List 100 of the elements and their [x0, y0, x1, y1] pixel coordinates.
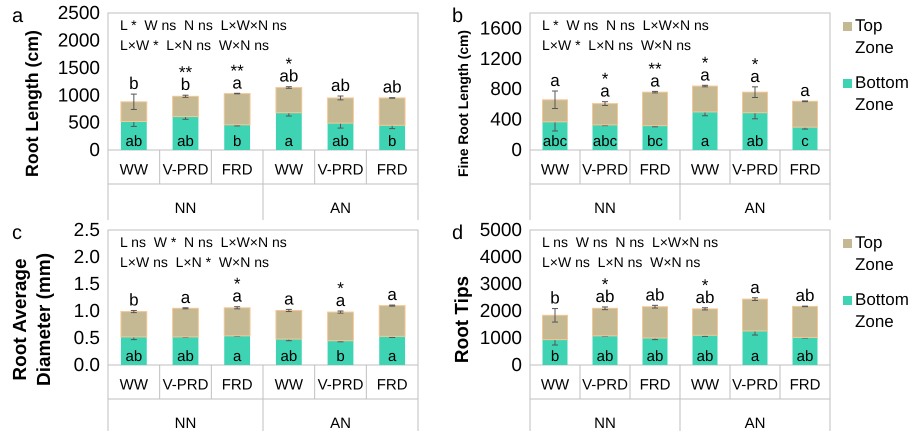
data-label: abc [592, 133, 618, 150]
data-label: a [232, 348, 242, 365]
x-tick-label: V-PRD [318, 162, 364, 179]
bar [327, 97, 354, 124]
bar [172, 116, 198, 150]
bar [592, 103, 618, 126]
x-tick-label: FRD [222, 376, 253, 394]
bar [792, 306, 818, 338]
bar [275, 310, 302, 340]
x-tick-label: V-PRD [318, 376, 364, 394]
legend-label: Bottom Zone [855, 290, 909, 331]
y-tick-label: 0.5 [74, 328, 100, 350]
bar [542, 99, 568, 122]
y-tick-label: 1200 [480, 48, 522, 70]
data-label: b [129, 74, 139, 94]
bar [592, 308, 618, 336]
bar [224, 124, 250, 150]
bar [692, 86, 718, 112]
data-label: * a [232, 274, 242, 306]
annotation: L×W ns L×N ns W×N ns [542, 254, 700, 270]
annotation: L ns W * N ns L×W×N ns [120, 234, 287, 250]
bar [172, 336, 198, 365]
data-label: ab [177, 348, 194, 365]
data-label: a [550, 71, 560, 90]
y-axis-title: Root Length (cm) [22, 30, 42, 177]
x-tick-label: FRD [790, 376, 821, 394]
data-label: ab [280, 348, 298, 365]
bar [378, 97, 406, 126]
bar [742, 112, 768, 150]
y-tick-label: 1000 [58, 85, 100, 106]
data-label: a [284, 133, 294, 150]
bar [327, 312, 354, 342]
chart-title: d [452, 222, 464, 244]
data-label: ab [125, 348, 142, 365]
y-tick-label: 0 [511, 355, 522, 376]
bar [692, 112, 718, 150]
x-tick-label: FRD [790, 162, 821, 179]
x-tick-label: FRD [376, 376, 408, 394]
bar [792, 127, 818, 150]
text: AN [330, 415, 351, 431]
data-label: ab [796, 286, 814, 306]
text: NN [174, 415, 196, 431]
data-label: a [284, 289, 294, 308]
bar [692, 308, 718, 336]
x-tick-label: WW [274, 376, 304, 394]
data-label: ab [382, 78, 402, 97]
bar [224, 93, 251, 126]
data-label: a [750, 348, 760, 365]
x-tick-label: WW [540, 162, 570, 179]
y-tick-label: 1000 [480, 328, 522, 350]
data-label: a [700, 133, 710, 150]
bar [742, 92, 768, 114]
x-tick-label: WW [690, 376, 720, 394]
y-tick-label: 0 [511, 140, 522, 162]
data-label: * a [600, 70, 610, 101]
y-tick-label: 1600 [480, 18, 522, 40]
legend-label: Bottom Zone [855, 73, 909, 114]
x-tick-label: WW [120, 162, 149, 179]
y-tick-label: 500 [68, 112, 100, 134]
x-tick-label: WW [690, 162, 720, 179]
bar [742, 298, 768, 332]
data-label: * ab [596, 274, 614, 306]
y-tick-label: 400 [490, 110, 522, 131]
data-label: b [550, 288, 560, 308]
chart-title: a [12, 5, 24, 27]
text: AN [744, 200, 766, 217]
data-label: ab [696, 348, 714, 365]
x-tick-label: FRD [640, 376, 671, 394]
data-label: * ab [696, 276, 714, 307]
bar [172, 96, 199, 118]
legend-label: Top Zone [855, 233, 894, 274]
data-label: c [801, 133, 810, 150]
data-label: ab [596, 348, 614, 365]
y-tick-label: 0 [89, 140, 100, 162]
y-tick-label: 800 [490, 79, 522, 100]
bar [172, 308, 199, 338]
annotation: L * W ns N ns L×W×N ns [542, 17, 709, 33]
data-label: * a [750, 54, 760, 86]
annotation: L×W * L×N ns W×N ns [542, 37, 691, 53]
data-label: ab [177, 133, 194, 150]
data-label: ab [646, 348, 664, 365]
y-tick-label: 1500 [58, 58, 100, 79]
data-label: ab [796, 348, 814, 365]
x-tick-label: V-PRD [162, 376, 209, 394]
annotation: L×W ns L×N * W×N ns [120, 254, 269, 270]
bar [542, 314, 568, 340]
data-label: abc [542, 133, 568, 150]
data-label: b [129, 290, 139, 310]
y-tick-label: 4000 [480, 247, 522, 268]
y-tick-label: 2.5 [74, 220, 100, 242]
bar [378, 305, 406, 337]
bar [379, 336, 406, 365]
legend-label: Top Zone [855, 16, 894, 57]
bar [224, 307, 251, 336]
y-axis-title: Root Average Diameter (mm) [10, 252, 55, 386]
data-label: ab [125, 133, 142, 150]
y-tick-label: 2000 [58, 30, 100, 52]
chart-title: c [12, 222, 22, 244]
y-tick-label: 2000 [480, 301, 522, 322]
data-label: ab [646, 285, 664, 304]
